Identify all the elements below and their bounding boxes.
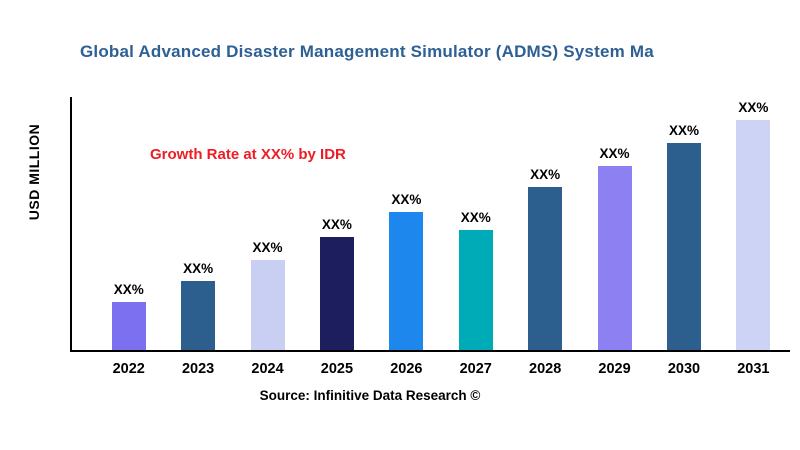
bar-value-label: XX%: [113, 281, 144, 297]
bar: [736, 120, 771, 350]
x-tick-label: 2031: [737, 361, 770, 377]
bar: [458, 230, 493, 350]
bar: [181, 281, 216, 350]
bar-series: XX% 2022 XX% 2023 XX% 2024 XX% 2025 XX%: [94, 97, 788, 377]
bar-value-label: XX%: [252, 240, 283, 256]
x-tick-label: 2025: [320, 361, 354, 377]
y-axis-label: USD MILLION: [26, 123, 42, 221]
bar-slot: XX% 2022: [94, 97, 163, 377]
x-tick-label: 2027: [459, 361, 492, 377]
bar: [319, 237, 354, 350]
bar-slot: XX% 2030: [649, 97, 718, 377]
x-tick-label: 2030: [667, 361, 701, 377]
bar-slot: XX% 2031: [719, 97, 788, 377]
x-tick-label: 2028: [529, 361, 562, 377]
x-tick-label: 2029: [598, 361, 631, 377]
growth-annotation: Growth Rate at XX% by IDR: [150, 146, 346, 163]
x-tick-label: 2023: [181, 361, 215, 377]
bar-slot: XX% 2028: [510, 97, 579, 377]
x-tick-label: 2024: [251, 361, 284, 377]
bar: [111, 301, 146, 350]
bar-slot: XX% 2026: [372, 97, 441, 377]
bar-value-label: XX%: [321, 217, 352, 233]
bar: [666, 143, 701, 350]
bar-value-label: XX%: [599, 146, 630, 161]
x-tick-label: 2026: [390, 361, 423, 377]
bar-value-label: XX%: [668, 123, 699, 138]
bar: [528, 186, 563, 350]
bar-value-label: XX%: [183, 261, 214, 276]
bar-slot: XX% 2029: [580, 97, 649, 377]
bar-value-label: XX%: [391, 192, 422, 207]
bar-value-label: XX%: [530, 166, 561, 182]
bar-slot: XX% 2023: [163, 97, 232, 377]
bar-value-label: XX%: [460, 210, 491, 226]
chart-title: Global Advanced Disaster Management Simu…: [80, 42, 654, 61]
bar-slot: XX% 2025: [302, 97, 371, 377]
bar-value-label: XX%: [738, 100, 769, 115]
x-tick-label: 2022: [112, 361, 145, 377]
bar-slot: XX% 2024: [233, 97, 302, 377]
bar-slot: XX% 2027: [441, 97, 510, 377]
bar: [250, 260, 285, 350]
source-text: Source: Infinitive Data Research ©: [259, 388, 481, 403]
plot-area: XX% 2022 XX% 2023 XX% 2024 XX% 2025 XX%: [70, 97, 790, 377]
bar: [389, 212, 424, 350]
bar: [597, 166, 632, 350]
